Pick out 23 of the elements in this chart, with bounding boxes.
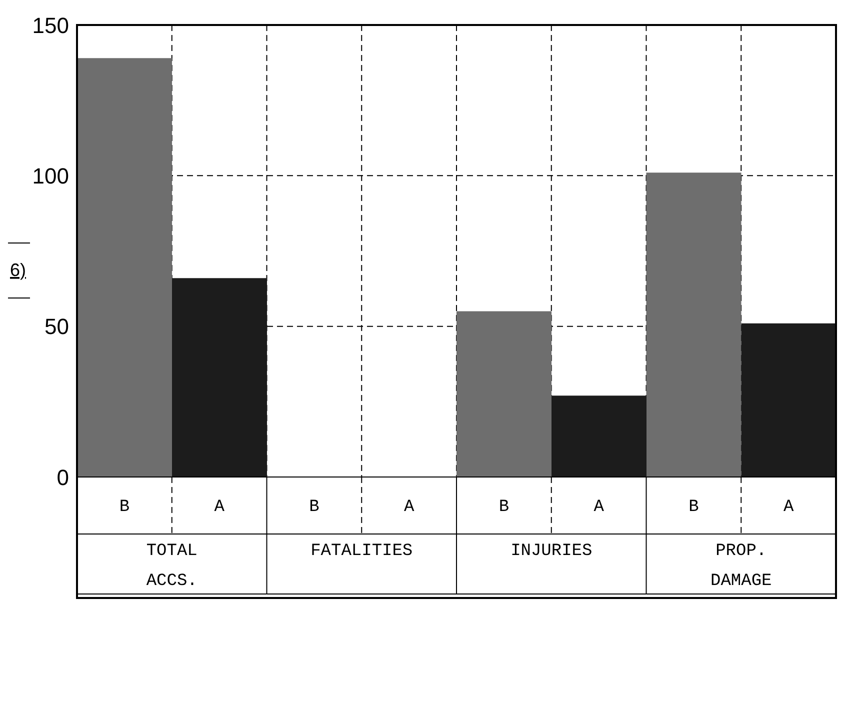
bar bbox=[456, 311, 552, 477]
y-tick-label: 50 bbox=[44, 314, 69, 340]
y-axis-title: 6) bbox=[10, 260, 26, 280]
bar bbox=[77, 58, 172, 477]
bar bbox=[741, 323, 836, 477]
y-tick-label: 100 bbox=[32, 163, 69, 188]
text: A bbox=[594, 498, 604, 517]
bar bbox=[552, 396, 646, 477]
x-tick-label: FATALITIES bbox=[310, 542, 413, 561]
y-tick-label: 0 bbox=[56, 464, 69, 490]
x-tick-label: PROP. DAMAGE bbox=[710, 542, 772, 591]
text: A bbox=[783, 498, 794, 517]
x-tick-label: TOTAL ACCS. bbox=[146, 542, 198, 591]
text: B bbox=[688, 498, 699, 517]
x-tick-label: INJURIES bbox=[510, 542, 592, 561]
text: B bbox=[498, 498, 510, 517]
y-tick-label: 150 bbox=[32, 12, 69, 38]
bar bbox=[646, 172, 742, 477]
bar bbox=[172, 278, 267, 477]
series-label: A bbox=[214, 498, 226, 517]
text: A bbox=[404, 498, 414, 517]
series-label: B bbox=[119, 498, 130, 517]
text: B bbox=[309, 498, 320, 517]
